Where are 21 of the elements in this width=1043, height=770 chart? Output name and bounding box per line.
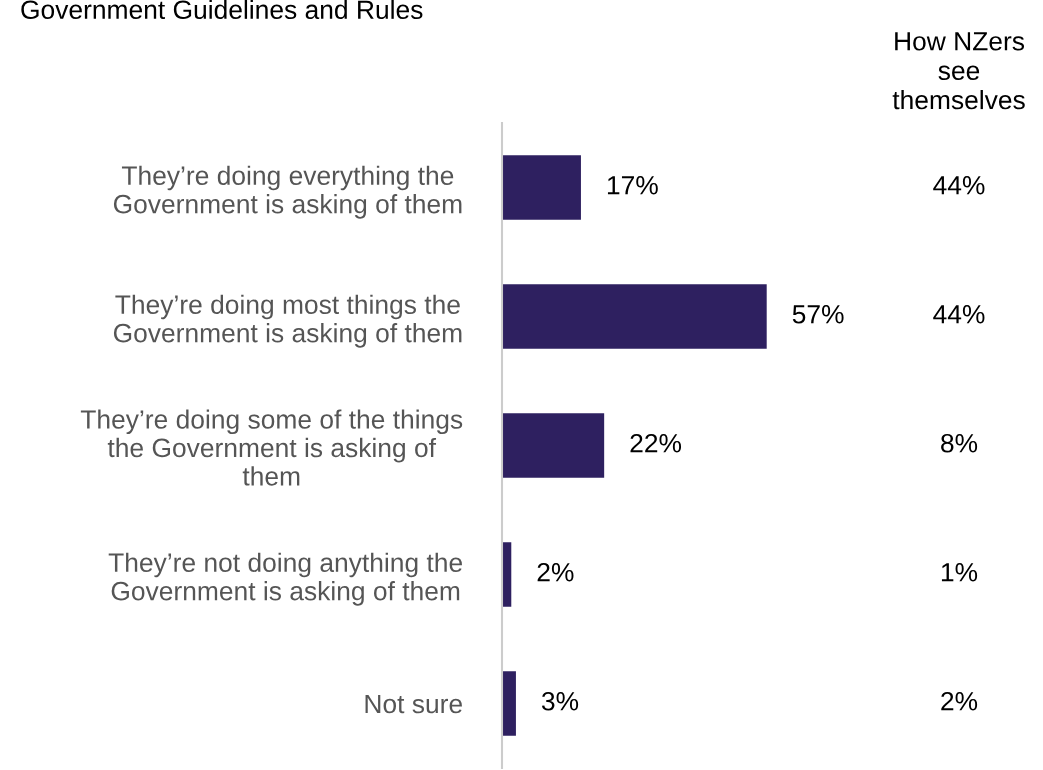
y-tick-label: Not sure <box>365 694 462 714</box>
data-label: 2% <box>537 562 574 582</box>
data-label: 22% <box>630 433 682 453</box>
y-tick-label: They’re doing some of the things the Government is asking of them <box>80 409 463 486</box>
bar <box>502 284 767 349</box>
text: 8% <box>941 433 978 453</box>
y-tick-label: They’re not doing anything the Government is asking of them <box>108 552 462 606</box>
data-label: 17% <box>607 176 658 195</box>
bar <box>502 155 581 220</box>
y-tick-label: They’re doing everything the Government is asking of them <box>113 165 462 219</box>
bar <box>502 671 516 736</box>
y-tick-label: They’re doing most things the Government is asking of them <box>113 294 462 348</box>
data-label: 3% <box>541 691 579 711</box>
bar <box>502 413 605 478</box>
text: 44% <box>933 176 985 195</box>
data-label: 57% <box>792 305 844 324</box>
text: 44% <box>933 305 985 324</box>
text: 1% <box>941 563 978 582</box>
text: How NZers see themselves <box>892 32 1025 110</box>
text: 2% <box>941 691 978 711</box>
text: Government Guidelines and Rules <box>21 0 423 20</box>
